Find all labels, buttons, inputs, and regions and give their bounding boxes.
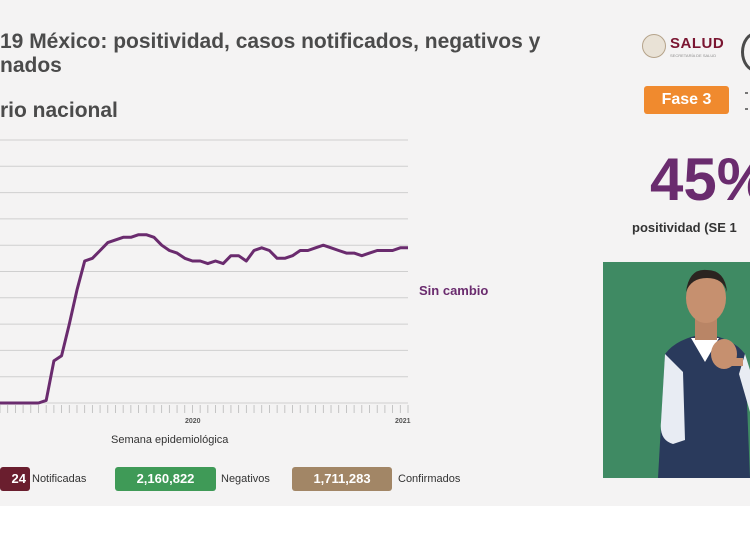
slide-title: 19 México: positividad, casos notificado… <box>0 30 620 78</box>
x-axis-label: Semana epidemiológica <box>111 434 229 446</box>
salud-logo: SALUD SECRETARÍA DE SALUD <box>642 34 730 60</box>
phase-badge: Fase 3 <box>644 86 729 114</box>
year-label-2021: 2021 <box>395 418 411 425</box>
positivity-chart <box>0 128 430 458</box>
notificadas-value: 24 <box>0 467 30 491</box>
sign-language-interpreter-video <box>603 262 750 478</box>
positivity-label: positividad (SE 1 <box>632 220 737 235</box>
slide-subtitle: rio nacional <box>0 99 118 122</box>
confirmados-value: 1,711,283 <box>292 467 392 491</box>
confirmados-label: Confirmados <box>398 473 461 485</box>
decorative-mark <box>745 92 748 110</box>
positivity-series-line <box>0 233 408 405</box>
chart-svg <box>0 139 409 413</box>
year-label-2020: 2020 <box>185 418 201 425</box>
notificadas-label: Notificadas <box>32 473 87 485</box>
chart-annotation: Sin cambio <box>419 283 489 298</box>
caption-text <box>0 524 750 536</box>
negativos-value: 2,160,822 <box>115 467 216 491</box>
seal-icon <box>642 34 666 58</box>
logo-subtitle: SECRETARÍA DE SALUD <box>670 53 717 58</box>
government-seal-icon <box>741 32 750 72</box>
logo-name: SALUD <box>670 35 725 52</box>
presentation-slide: 19 México: positividad, casos notificado… <box>0 0 750 506</box>
interpreter-image <box>658 269 750 478</box>
positivity-value: 45% <box>650 146 750 213</box>
news-caption <box>0 506 750 536</box>
negativos-label: Negativos <box>221 473 270 485</box>
slide-title-line1: 19 México: positividad, casos notificado… <box>0 30 541 53</box>
slide-title-line2: nados <box>0 54 62 77</box>
